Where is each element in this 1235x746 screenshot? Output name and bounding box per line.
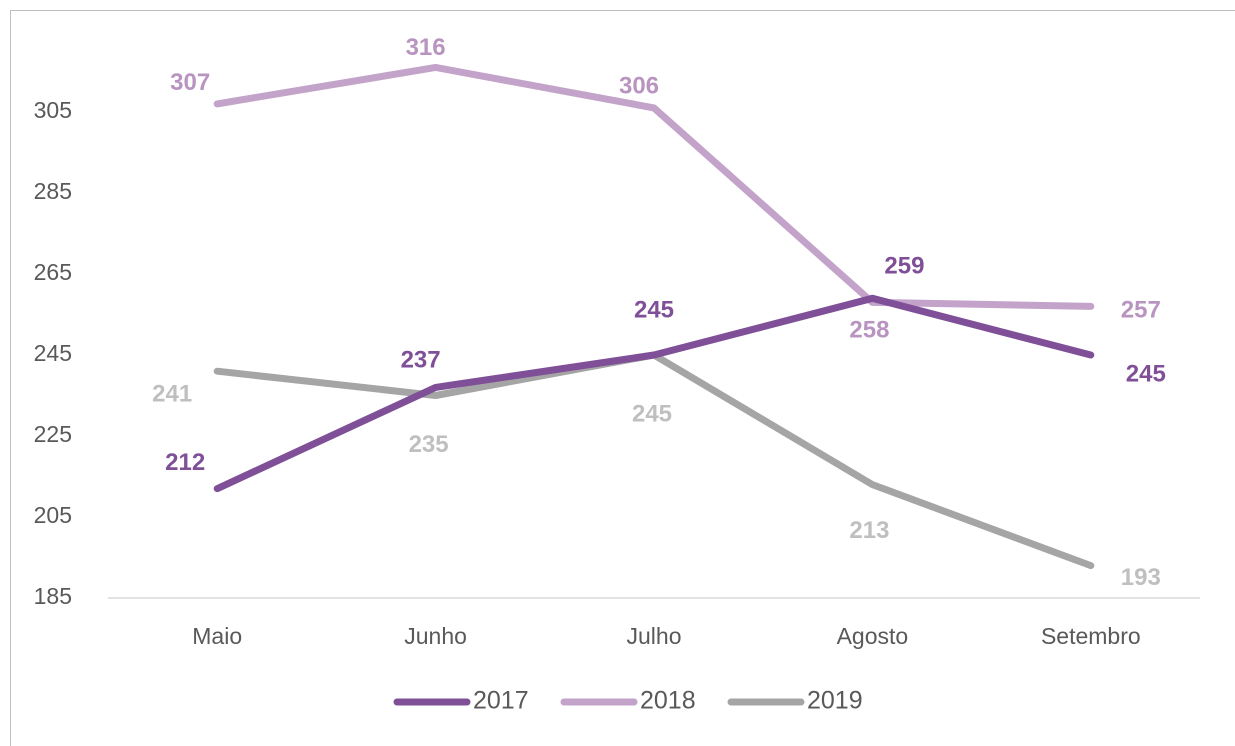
- y-tick-label: 305: [34, 97, 72, 123]
- legend-label: 2019: [807, 687, 863, 715]
- data-label: 245: [634, 296, 674, 323]
- data-label: 235: [409, 431, 449, 458]
- data-label: 259: [884, 253, 924, 280]
- y-tick-label: 185: [34, 583, 72, 609]
- legend-label: 2018: [640, 687, 696, 715]
- x-tick-label: Junho: [404, 623, 467, 649]
- x-tick-label: Agosto: [837, 623, 909, 649]
- data-label: 245: [1126, 360, 1166, 387]
- y-tick-label: 225: [34, 421, 72, 447]
- data-label: 212: [165, 449, 205, 476]
- data-label: 241: [152, 381, 192, 408]
- series-line: [213, 294, 1095, 493]
- data-label: 307: [170, 69, 210, 96]
- y-tick-label: 245: [34, 340, 72, 366]
- data-label: 258: [849, 317, 889, 344]
- data-label: 306: [619, 72, 659, 99]
- x-tick-label: Setembro: [1041, 623, 1141, 649]
- y-tick-label: 205: [34, 502, 72, 528]
- x-tick-label: Maio: [192, 623, 242, 649]
- data-label: 257: [1121, 297, 1161, 324]
- y-tick-label: 285: [34, 178, 72, 204]
- data-label: 245: [632, 400, 672, 427]
- y-tick-label: 265: [34, 259, 72, 285]
- data-label: 193: [1121, 564, 1161, 591]
- data-label: 213: [849, 517, 889, 544]
- x-tick-label: Julho: [627, 623, 682, 649]
- chart-frame: [10, 10, 1235, 746]
- data-label: 237: [401, 347, 441, 374]
- legend-label: 2017: [473, 687, 529, 715]
- data-label: 316: [406, 34, 446, 61]
- series-line: [213, 63, 1095, 310]
